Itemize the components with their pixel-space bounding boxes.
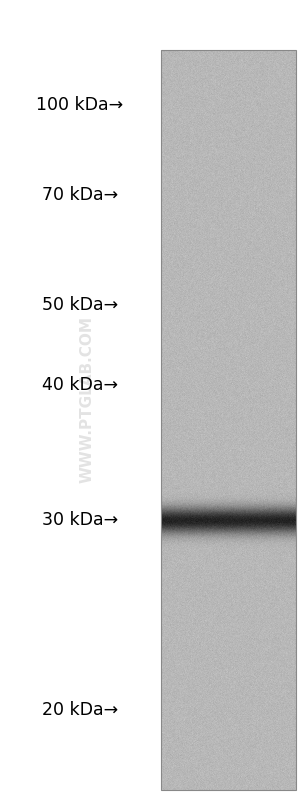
Text: 40 kDa→: 40 kDa→ [42,376,118,394]
Text: 30 kDa→: 30 kDa→ [42,511,118,529]
Text: 20 kDa→: 20 kDa→ [42,701,118,719]
Bar [160,50,296,790]
Text: 50 kDa→: 50 kDa→ [42,296,118,314]
Text: 100 kDa→: 100 kDa→ [36,96,124,114]
Text: 70 kDa→: 70 kDa→ [42,186,118,204]
Text: WWW.PTGLAB.COM: WWW.PTGLAB.COM [80,316,94,483]
